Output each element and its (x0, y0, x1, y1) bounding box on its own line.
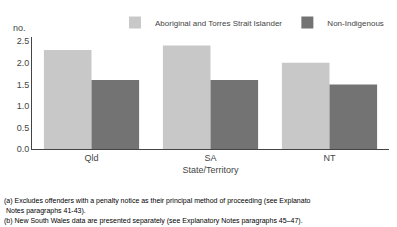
svg-text:NT: NT (324, 153, 336, 163)
svg-text:no.: no. (13, 23, 26, 33)
svg-text:SA: SA (204, 153, 216, 163)
svg-text:Aboriginal and Torres Strait I: Aboriginal and Torres Strait Islander (155, 19, 282, 28)
svg-text:1.5: 1.5 (17, 80, 30, 90)
svg-text:State/Territory: State/Territory (182, 165, 239, 175)
svg-text:Qld: Qld (84, 153, 98, 163)
svg-text:(a) Excludes offenders with a: (a) Excludes offenders with a penalty no… (4, 197, 311, 205)
svg-text:(b) New South Wales data are p: (b) New South Wales data are presented s… (4, 217, 303, 225)
svg-text:Notes paragraphs 41-43).: Notes paragraphs 41-43). (4, 207, 86, 215)
svg-text:2.5: 2.5 (17, 36, 30, 46)
svg-text:Non-Indigenous: Non-Indigenous (327, 19, 383, 28)
svg-text:0.5: 0.5 (17, 123, 30, 133)
svg-text:2.0: 2.0 (17, 58, 30, 68)
svg-text:0.0: 0.0 (17, 144, 30, 154)
svg-text:1.0: 1.0 (17, 101, 30, 111)
